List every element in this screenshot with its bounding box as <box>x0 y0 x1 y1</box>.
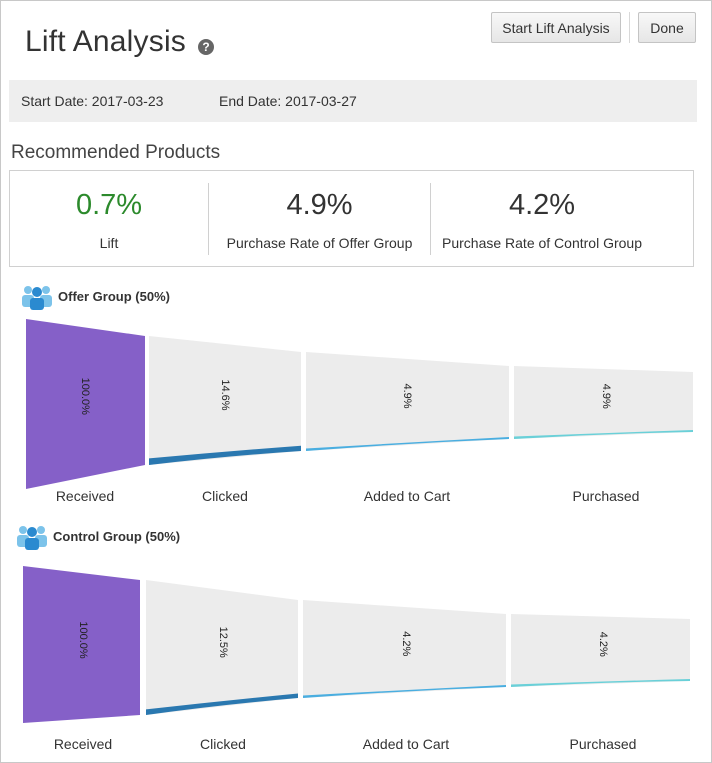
offer-funnel-stage-label: Clicked <box>202 488 248 504</box>
offer-funnel-value-label: 100.0% <box>79 378 91 416</box>
offer-funnel-stage-label: Added to Cart <box>364 488 450 504</box>
users-icon <box>22 286 52 310</box>
offer-funnel-value-label: 14.6% <box>219 379 231 410</box>
kpi-divider <box>430 183 431 255</box>
control-funnel-stage-added-to-cart <box>303 600 506 698</box>
help-icon[interactable]: ? <box>198 39 214 55</box>
kpi-offer-rate: 4.9% Purchase Rate of Offer Group <box>209 171 430 266</box>
start-lift-analysis-button[interactable]: Start Lift Analysis <box>491 12 621 43</box>
offer-funnel-bar-clicked <box>149 445 301 465</box>
offer-funnel-stage-label: Purchased <box>573 488 640 504</box>
kpi-lift-value: 0.7% <box>75 189 143 221</box>
control-funnel-stage-label: Purchased <box>570 736 637 752</box>
kpi-summary: 0.7% Lift 4.9% Purchase Rate of Offer Gr… <box>9 170 694 267</box>
kpi-divider <box>208 183 209 255</box>
control-funnel-stage-received <box>23 566 140 723</box>
offer-group-funnel: 100.0% Received 14.6% Clicked 4.9% Added to C… <box>26 319 693 504</box>
offer-funnel-stage-purchased <box>514 366 693 439</box>
control-funnel-stage-label: Received <box>54 736 112 752</box>
kpi-control-rate: 4.2% Purchase Rate of Control Group <box>431 171 653 266</box>
offer-group-header: Offer Group (50%) <box>21 284 321 310</box>
offer-funnel-bar-added-to-cart <box>306 437 509 451</box>
offer-funnel-stage-added-to-cart <box>306 352 509 451</box>
control-group-header: Control Group (50%) <box>16 524 316 550</box>
users-icon <box>17 526 47 550</box>
control-funnel-stage-label: Clicked <box>200 736 246 752</box>
control-funnel-value-label: 4.2% <box>597 632 609 657</box>
offer-group-title: Offer Group (50%) <box>58 289 170 304</box>
section-title: Recommended Products <box>11 142 221 163</box>
control-funnel-value-label: 12.5% <box>217 627 229 658</box>
control-funnel-stage-purchased <box>511 614 690 687</box>
offer-funnel-stage-received <box>26 319 145 489</box>
offer-funnel-value-label: 4.9% <box>401 383 413 408</box>
control-funnel-value-label: 4.2% <box>400 631 412 656</box>
kpi-lift-label: Lift <box>99 235 119 251</box>
control-group-funnel: 100.0% Received 12.5% Clicked 4.2% Added to C… <box>23 566 690 752</box>
kpi-offer-rate-label: Purchase Rate of Offer Group <box>226 235 413 251</box>
control-funnel-bar-added-to-cart <box>303 685 506 698</box>
date-range-bar: Start Date: 2017-03-23 End Date: 2017-03… <box>9 80 697 122</box>
offer-funnel-stage-clicked <box>149 336 301 465</box>
kpi-control-rate-value: 4.2% <box>508 189 576 221</box>
control-funnel-stage-clicked <box>146 580 298 715</box>
done-button[interactable]: Done <box>638 12 696 43</box>
offer-funnel-bar-purchased <box>514 430 693 439</box>
offer-funnel-value-label: 4.9% <box>600 384 612 409</box>
control-funnel-value-label: 100.0% <box>77 621 89 659</box>
control-funnel-bar-clicked <box>146 693 298 715</box>
kpi-offer-rate-value: 4.9% <box>286 189 353 221</box>
control-funnel-stage-label: Added to Cart <box>363 736 449 752</box>
start-date: Start Date: 2017-03-23 <box>21 93 164 109</box>
offer-funnel-stage-label: Received <box>56 488 114 504</box>
kpi-control-rate-label: Purchase Rate of Control Group <box>442 235 642 251</box>
end-date: End Date: 2017-03-27 <box>219 93 357 109</box>
page-title: Lift Analysis <box>25 25 187 58</box>
control-group-title: Control Group (50%) <box>53 529 181 544</box>
kpi-lift: 0.7% Lift <box>10 171 208 266</box>
control-funnel-bar-purchased <box>511 679 690 687</box>
toolbar-divider <box>629 12 630 43</box>
